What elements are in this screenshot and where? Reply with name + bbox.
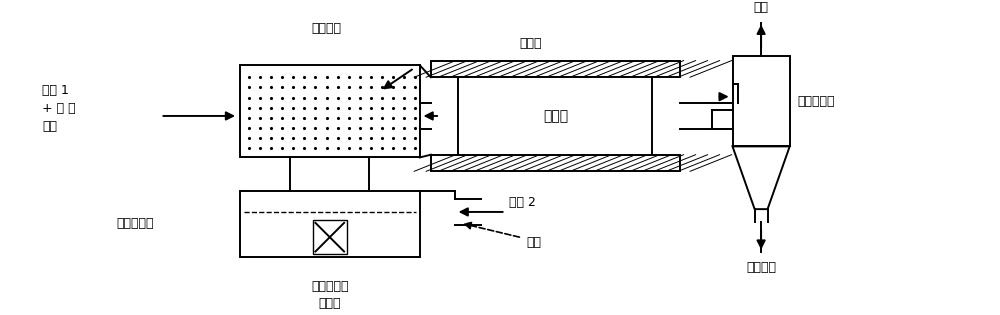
Bar: [458, 77, 652, 155]
Bar: [733, 56, 790, 146]
Text: 雾滴区域: 雾滴区域: [311, 22, 341, 35]
Polygon shape: [733, 146, 790, 209]
Text: 载气 1
+ 球 磨
物料: 载气 1 + 球 磨 物料: [42, 84, 76, 133]
Text: 超声雾化器: 超声雾化器: [117, 217, 154, 230]
Bar: [431, 155, 680, 171]
Bar: [431, 60, 680, 77]
Bar: [240, 65, 420, 158]
Bar: [431, 60, 680, 77]
Text: 加热器: 加热器: [519, 37, 542, 49]
Bar: [240, 191, 420, 257]
Text: 收集物料: 收集物料: [746, 261, 776, 274]
Bar: [431, 155, 680, 171]
Text: 废气: 废气: [754, 1, 769, 14]
Text: 浸入式超声
换能器: 浸入式超声 换能器: [311, 280, 349, 310]
Text: 溶液: 溶液: [527, 236, 542, 249]
Text: 载气 2: 载气 2: [509, 196, 536, 209]
Text: 旋风分离器: 旋风分离器: [797, 95, 835, 108]
Text: 管式炉: 管式炉: [543, 109, 568, 123]
Bar: [313, 220, 347, 254]
